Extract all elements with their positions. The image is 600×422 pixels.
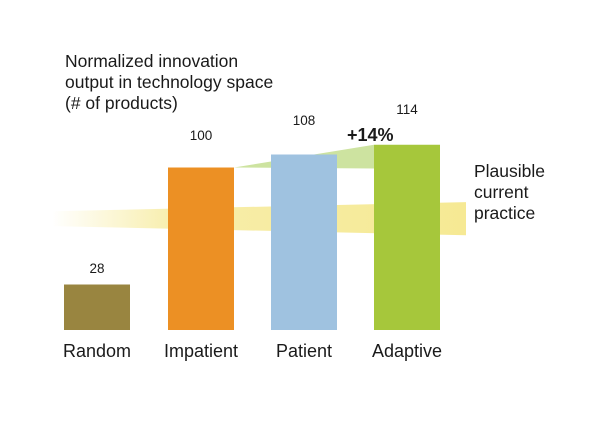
value-label-random: 28 <box>89 261 104 276</box>
category-label-adaptive: Adaptive <box>372 341 442 361</box>
plausible-practice-band <box>52 202 466 236</box>
category-label-impatient: Impatient <box>164 341 238 361</box>
band-label-line-2: current <box>474 182 529 202</box>
value-label-adaptive: 114 <box>396 102 418 117</box>
category-label-patient: Patient <box>276 341 332 361</box>
band-label-line-3: practice <box>474 203 535 223</box>
chart-title-line-2: output in technology space <box>65 72 273 92</box>
category-label-random: Random <box>63 341 131 361</box>
value-label-patient: 108 <box>293 113 316 128</box>
bar-random <box>64 284 130 330</box>
chart-title-line-1: Normalized innovation <box>65 51 238 71</box>
chart-title-line-3: (# of products) <box>65 93 178 113</box>
growth-annotation: +14% <box>347 125 394 145</box>
value-label-impatient: 100 <box>190 128 213 143</box>
band-label-line-1: Plausible <box>474 161 545 181</box>
bar-impatient <box>168 167 234 330</box>
bar-patient <box>271 154 337 330</box>
bars <box>64 144 440 330</box>
bar-adaptive <box>374 144 440 330</box>
